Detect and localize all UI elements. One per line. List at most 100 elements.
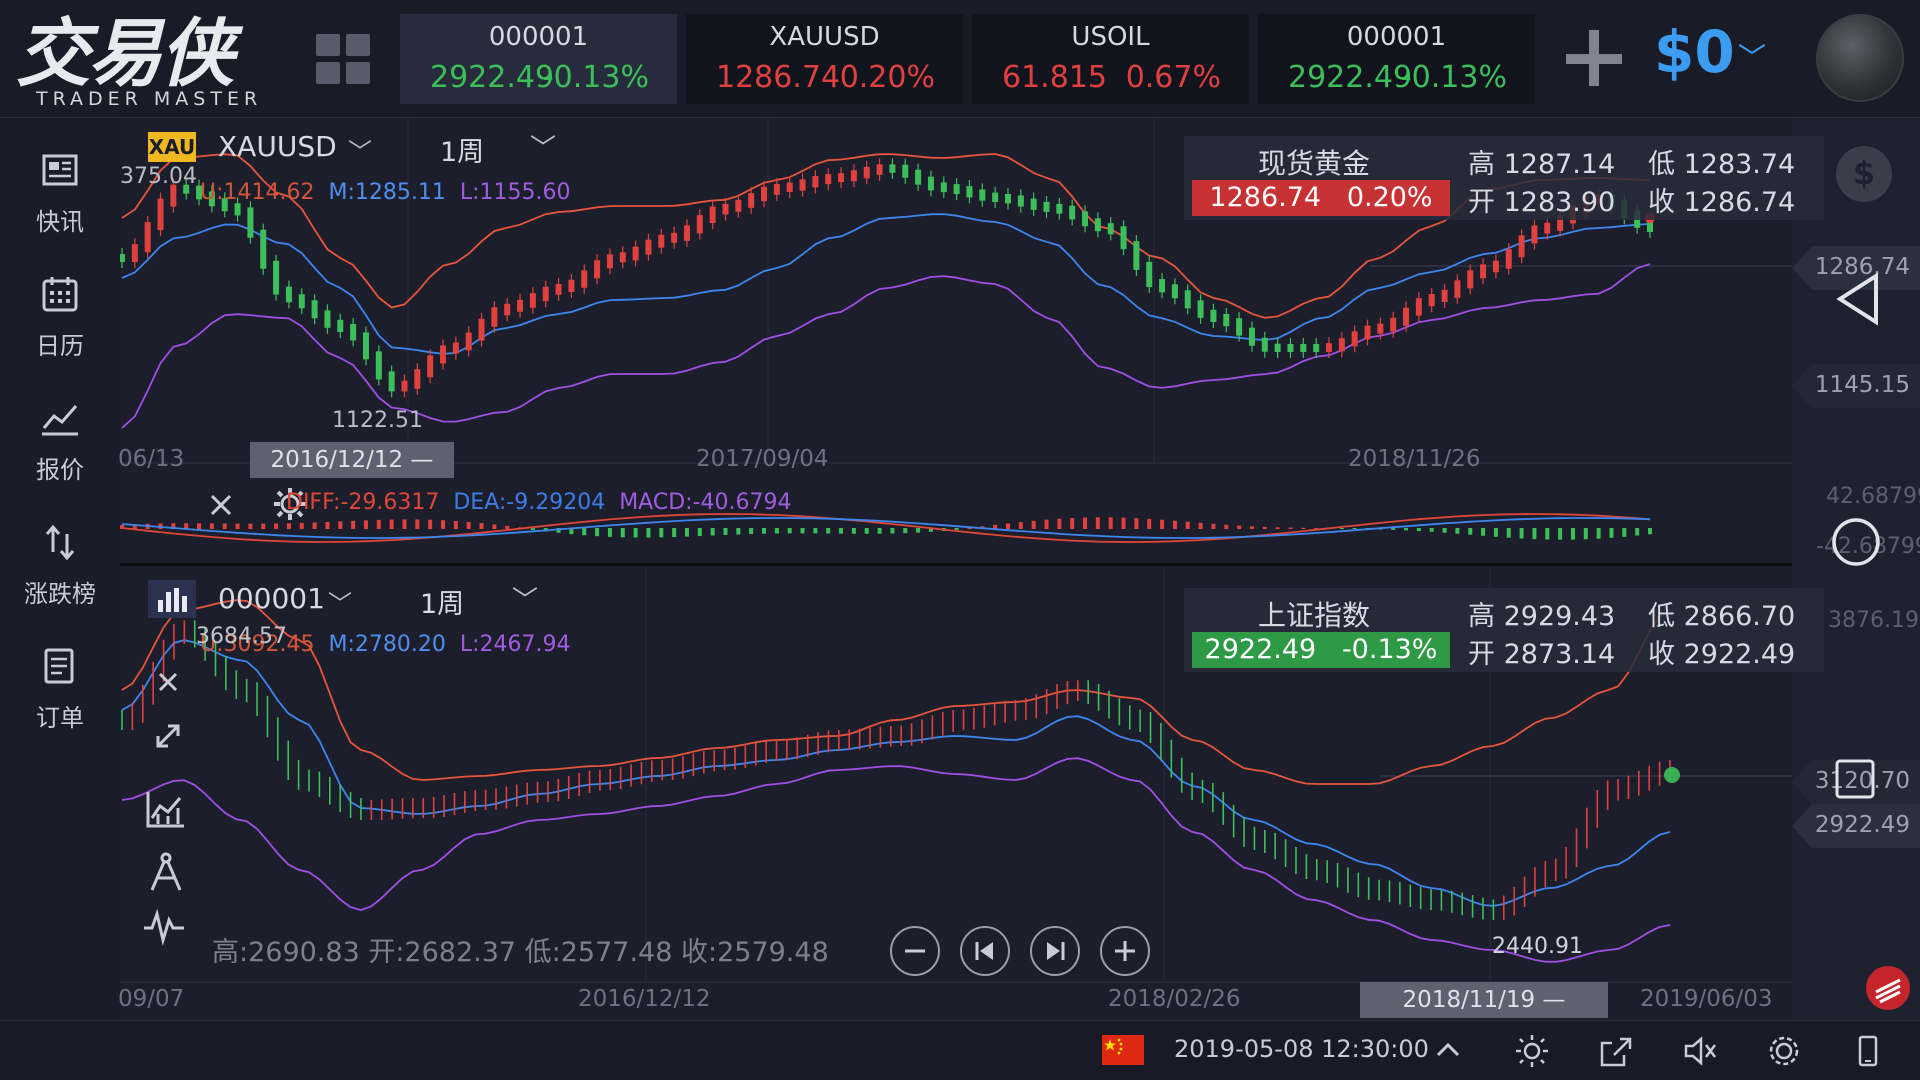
- candle-body: [1017, 195, 1024, 207]
- phone-icon[interactable]: [1850, 1033, 1886, 1069]
- sidebar-item-movers[interactable]: 涨跌榜: [0, 504, 120, 614]
- chevron-down-icon[interactable]: ﹀: [328, 590, 352, 618]
- candle-body: [1441, 289, 1448, 302]
- axis-price-value: 3120.70: [1814, 768, 1910, 794]
- sidebar-item-news[interactable]: 快讯: [0, 132, 120, 242]
- sidebar-item-calendar[interactable]: 日历: [0, 256, 120, 366]
- candle-body: [1094, 218, 1101, 232]
- upper-band-line: [121, 599, 1671, 785]
- candle-body: [1467, 270, 1474, 289]
- symbol-name[interactable]: XAUUSD: [218, 130, 337, 163]
- waveform-icon[interactable]: [142, 904, 186, 948]
- ticker-symbol: XAUUSD: [769, 22, 880, 52]
- date-selection[interactable]: 2018/11/19 —: [1360, 982, 1608, 1018]
- app-logo: 交易侠 TRADER MASTER: [14, 12, 264, 112]
- ticker-tab-4[interactable]: 000001 2922.49 -0.13%: [1258, 14, 1535, 104]
- chart-panel-000001[interactable]: 000001 ﹀ 1周 ﹀ U:3092.45 M:2780.20 L:2467.9…: [118, 570, 1824, 1018]
- candle-body: [619, 252, 626, 263]
- candle-body: [1557, 215, 1564, 231]
- candle-body: [1338, 338, 1345, 352]
- chevron-up-icon[interactable]: [1430, 1033, 1466, 1069]
- square-toggle-icon[interactable]: [1834, 758, 1876, 800]
- chevron-down-icon[interactable]: ﹀: [530, 134, 557, 164]
- candle-body: [1415, 298, 1422, 316]
- zoom-out-button[interactable]: [890, 926, 940, 976]
- period-selector[interactable]: 1周: [440, 137, 485, 168]
- chevron-down-icon[interactable]: ﹀: [1738, 41, 1767, 74]
- macd-bar: [1005, 523, 1010, 529]
- candle-body: [966, 186, 973, 198]
- candle-body: [581, 270, 588, 288]
- quote-price: 2922.49: [1204, 634, 1317, 665]
- indicator-chart-icon[interactable]: [144, 788, 188, 832]
- macd-bar: [864, 528, 869, 534]
- ticker-tab-2[interactable]: XAUUSD 1286.74 0.20%: [686, 14, 963, 104]
- candle-body: [850, 170, 857, 182]
- close-icon[interactable]: [148, 662, 188, 702]
- chevron-down-icon[interactable]: ﹀: [512, 586, 539, 616]
- status-bar: 2019-05-08 12:30:00: [0, 1020, 1920, 1080]
- zoom-in-button[interactable]: [1100, 926, 1150, 976]
- china-flag-icon[interactable]: [1102, 1035, 1144, 1065]
- collapse-left-icon[interactable]: [1834, 272, 1882, 326]
- gear-icon[interactable]: [1766, 1033, 1802, 1069]
- macd-axis-top: 42.68799: [1826, 484, 1920, 509]
- compass-draw-icon[interactable]: [144, 850, 188, 894]
- ticker-tab-3[interactable]: USOIL 61.815 0.67%: [972, 14, 1249, 104]
- macd-bar: [1198, 522, 1203, 529]
- candle-body: [683, 225, 690, 241]
- candle-body: [440, 345, 447, 364]
- candle-body: [273, 260, 280, 295]
- candle-body: [260, 229, 267, 269]
- macd-bar: [376, 519, 381, 529]
- sidebar-item-orders[interactable]: 订单: [0, 628, 120, 738]
- candle-body: [324, 310, 331, 328]
- macd-bar: [1648, 528, 1652, 535]
- macd-bar: [492, 524, 497, 529]
- calendar-icon: [42, 277, 78, 312]
- account-balance[interactable]: $0: [1654, 18, 1735, 86]
- last-price-dot: [1664, 767, 1680, 783]
- macd-bar: [1134, 518, 1139, 529]
- candle-body: [311, 300, 318, 319]
- macd-bar: [1185, 521, 1190, 529]
- sidebar-item-quotes[interactable]: 报价: [0, 380, 120, 490]
- brightness-icon[interactable]: [1514, 1033, 1550, 1069]
- candle-body: [1531, 225, 1538, 244]
- chevron-down-icon[interactable]: ﹀: [348, 138, 372, 166]
- quote-change: 0.20%: [1346, 182, 1433, 213]
- macd-bar: [1635, 528, 1640, 536]
- skip-back-button[interactable]: [960, 926, 1010, 976]
- candle-body: [388, 371, 395, 392]
- news-icon: [42, 154, 78, 186]
- dollar-icon[interactable]: $: [1836, 146, 1892, 202]
- skip-forward-button[interactable]: [1030, 926, 1080, 976]
- date-selection[interactable]: 2016/12/12 —: [250, 442, 454, 478]
- symbol-name[interactable]: 000001: [218, 582, 325, 615]
- circle-toggle-icon[interactable]: [1830, 516, 1882, 568]
- symbol-badge: XAU: [148, 132, 196, 162]
- candle-body: [979, 189, 986, 201]
- candle-body: [1313, 344, 1320, 352]
- expand-icon[interactable]: [148, 716, 188, 756]
- chart-panel-xauusd[interactable]: XAU XAUUSD ﹀ 1周 ﹀ 375.04 U:1414.62 M:1285…: [118, 118, 1824, 566]
- avatar[interactable]: [1816, 14, 1904, 102]
- macd-bar: [479, 523, 484, 529]
- candle-body: [414, 369, 421, 389]
- ticker-tab-1[interactable]: 000001 2922.49 -0.13%: [400, 14, 677, 104]
- share-icon[interactable]: [1598, 1033, 1634, 1069]
- candle-body: [478, 318, 485, 341]
- candle-body: [196, 185, 203, 200]
- candle-body: [183, 184, 190, 194]
- candle-body: [170, 184, 177, 207]
- add-ticker-icon[interactable]: [1560, 24, 1630, 94]
- macd-bar: [1147, 518, 1152, 529]
- gear-icon[interactable]: [272, 486, 308, 522]
- candle-body: [1004, 194, 1011, 204]
- quote-name: 现货黄金: [1257, 147, 1370, 180]
- close-icon[interactable]: [206, 490, 236, 520]
- macd-bar: [351, 520, 356, 529]
- grid-layout-icon[interactable]: [314, 32, 374, 88]
- mute-icon[interactable]: [1682, 1033, 1718, 1069]
- period-selector[interactable]: 1周: [420, 589, 465, 620]
